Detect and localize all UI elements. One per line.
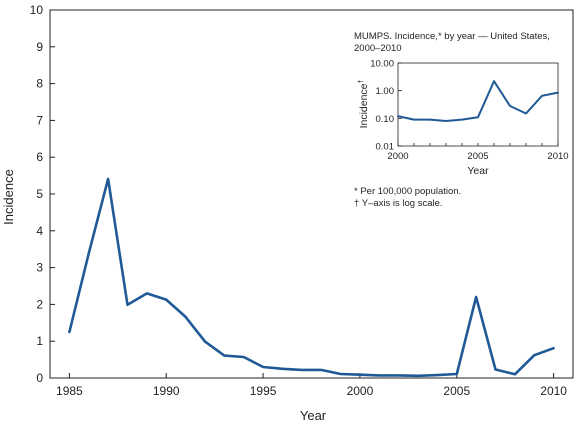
footnote-per-population: * Per 100,000 population. bbox=[354, 186, 461, 197]
main-x-axis-title: Year bbox=[300, 408, 327, 423]
main-series-line bbox=[68, 177, 555, 378]
main-y-axis-title: Incidence bbox=[1, 169, 16, 225]
footnote-log-scale: † Y–axis is log scale. bbox=[354, 198, 443, 209]
main-x-tick-label: 2000 bbox=[347, 384, 374, 398]
main-plot-frame bbox=[49, 9, 574, 379]
main-x-tick-label: 1990 bbox=[153, 384, 180, 398]
inset-y-tick-label: 10.00 bbox=[370, 59, 394, 70]
main-chart: 0 1 2 3 4 5 6 7 8 9 10 1985 1990 1995 2000 2005 2010 Inc… bbox=[1, 3, 574, 423]
main-y-tick-label: 4 bbox=[36, 224, 43, 238]
main-y-tick-label: 10 bbox=[30, 3, 44, 17]
inset-chart: MUMPS. Incidence,* by year — United Stat… bbox=[354, 31, 569, 209]
inset-x-tick-label: 2000 bbox=[387, 151, 408, 162]
main-x-tick-label: 2005 bbox=[443, 384, 470, 398]
inset-y-tick-label: 0.10 bbox=[376, 114, 395, 125]
main-y-tick-label: 2 bbox=[36, 297, 43, 311]
main-x-tick-label: 1995 bbox=[250, 384, 277, 398]
main-y-tick-label: 7 bbox=[36, 113, 43, 127]
inset-y-axis-title-text: Incidence bbox=[358, 83, 370, 128]
inset-y-axis-title: Incidence† bbox=[358, 79, 370, 128]
inset-y-tick-label: 1.00 bbox=[376, 86, 395, 97]
inset-axes bbox=[397, 62, 559, 147]
inset-title-line-2: 2000–2010 bbox=[354, 43, 402, 54]
main-y-tick-label: 6 bbox=[36, 150, 43, 164]
inset-title-line-1: MUMPS. Incidence,* by year — United Stat… bbox=[354, 31, 550, 42]
main-x-tick-label: 1985 bbox=[56, 384, 83, 398]
inset-x-tick-label: 2010 bbox=[547, 151, 568, 162]
inset-x-tick-label: 2005 bbox=[467, 151, 488, 162]
main-y-tick-label: 1 bbox=[36, 334, 43, 348]
main-y-tick-label: 0 bbox=[36, 371, 43, 385]
inset-ticks: 0.01 0.10 1.00 10.00 2000 2005 2010 bbox=[370, 59, 568, 163]
main-y-tick-label: 5 bbox=[36, 187, 43, 201]
inset-y-tick-label: 0.01 bbox=[376, 142, 395, 153]
inset-series-line bbox=[397, 80, 559, 122]
inset-y-axis-title-mark: † bbox=[358, 79, 365, 83]
main-y-tick-label: 3 bbox=[36, 261, 43, 275]
main-x-tick-label: 2010 bbox=[540, 384, 567, 398]
main-y-tick-label: 9 bbox=[36, 40, 43, 54]
inset-plot-frame bbox=[397, 62, 559, 147]
main-axes bbox=[49, 9, 574, 379]
main-ticks: 0 1 2 3 4 5 6 7 8 9 10 1985 1990 1995 2000 2005 2010 bbox=[30, 3, 568, 398]
main-y-tick-label: 8 bbox=[36, 77, 43, 91]
inset-x-axis-title: Year bbox=[467, 165, 489, 177]
